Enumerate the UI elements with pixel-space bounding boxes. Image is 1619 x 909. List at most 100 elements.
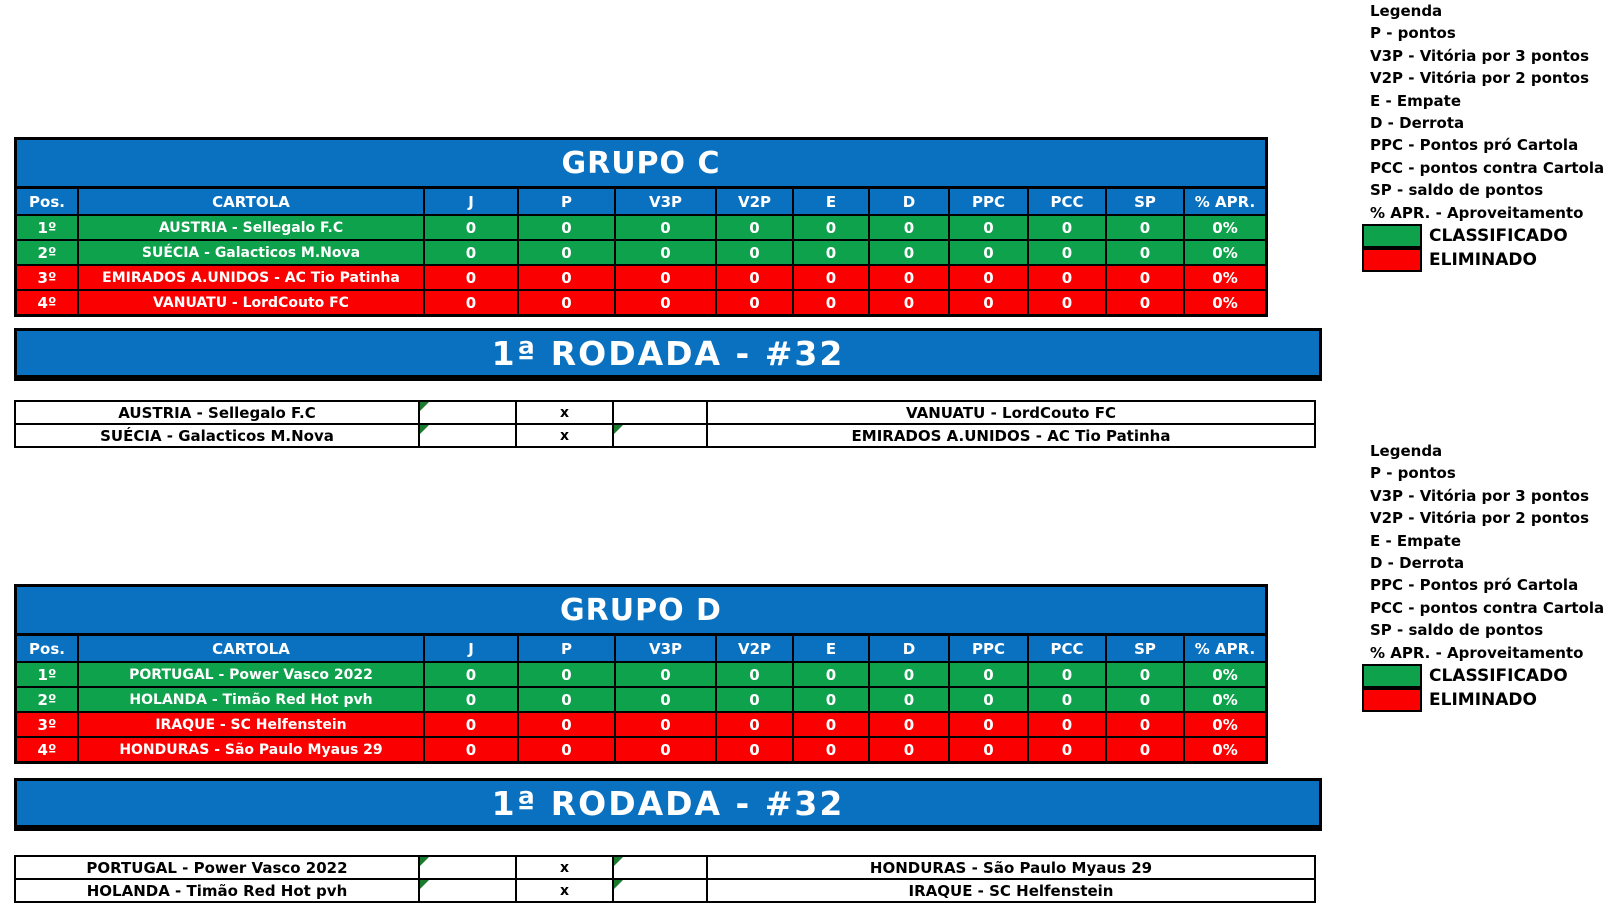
match-table: PORTUGAL - Power Vasco 2022 x HONDURAS -… [14,855,1316,903]
stat-cell: 0 [519,688,616,711]
stat-cell: 0 [950,266,1029,289]
stat-cell: 0 [1107,663,1185,686]
team-cell: EMIRADOS A.UNIDOS - AC Tio Patinha [79,266,425,289]
stat-cell: 0 [425,216,519,239]
standings-row: 4º VANUATU - LordCouto FC 0 0 0 0 0 0 0 0 0 0% [17,291,1265,314]
stat-cell: 0 [950,291,1029,314]
stat-cell: 0 [870,738,950,761]
classified-swatch [1362,664,1422,689]
away-score-cell[interactable] [614,402,708,423]
stat-cell: 0 [1029,663,1107,686]
stat-cell: 0 [950,241,1029,264]
stat-cell: 0 [870,663,950,686]
legend-classified-row: CLASSIFICADO [1362,664,1619,689]
stat-cell: 0 [1029,738,1107,761]
column-header: Pos. [17,189,79,214]
stat-cell: 0 [519,291,616,314]
column-header: J [425,189,519,214]
group-table-d: GRUPO D Pos. CARTOLA J P V3P V2P E D PPC… [14,584,1268,764]
stat-cell: 0% [1185,216,1265,239]
stat-cell: 0 [425,266,519,289]
column-header: SP [1107,189,1185,214]
match-row: HOLANDA - Timão Red Hot pvh x IRAQUE - S… [16,880,1314,901]
legend-item: PCC - pontos contra Cartola [1370,598,1605,617]
stat-cell: 0% [1185,241,1265,264]
legend-item: SP - saldo de pontos [1370,621,1544,640]
legend: Legenda P - pontos V3P - Vitória por 3 p… [1362,0,1619,273]
stat-cell: 0 [950,663,1029,686]
home-score-cell[interactable] [420,857,517,878]
home-team-cell: SUÉCIA - Galacticos M.Nova [16,425,420,446]
team-cell: PORTUGAL - Power Vasco 2022 [79,663,425,686]
stat-cell: 0 [870,291,950,314]
classified-label: CLASSIFICADO [1429,226,1568,247]
stat-cell: 0 [519,738,616,761]
legend-item: % APR. - Aproveitamento [1370,203,1584,222]
stat-cell: 0 [950,688,1029,711]
stat-cell: 0 [794,266,870,289]
stat-cell: 0 [717,241,794,264]
legend-item: E - Empate [1370,531,1461,550]
stat-cell: 0 [717,713,794,736]
column-header: CARTOLA [79,189,425,214]
stat-cell: 0 [717,688,794,711]
legend-item: SP - saldo de pontos [1370,181,1544,200]
round-banner: 1ª RODADA - #32 [14,328,1322,381]
column-header: D [870,636,950,661]
legend-title: Legenda [1370,2,1443,20]
legend-item: % APR. - Aproveitamento [1370,643,1584,662]
stat-cell: 0 [717,663,794,686]
legend-eliminated-row: ELIMINADO [1362,688,1619,713]
position-cell: 3º [17,713,79,736]
position-cell: 4º [17,291,79,314]
stat-cell: 0 [519,241,616,264]
column-header: % APR. [1185,636,1265,661]
column-header: V2P [717,636,794,661]
legend-eliminated-row: ELIMINADO [1362,248,1619,273]
column-header: SP [1107,636,1185,661]
legend-item: V2P - Vitória por 2 pontos [1370,69,1590,88]
round-title: 1ª RODADA - #32 [491,783,845,823]
match-row: AUSTRIA - Sellegalo F.C x VANUATU - Lord… [16,402,1314,425]
away-team-cell: HONDURAS - São Paulo Myaus 29 [708,857,1314,878]
legend-item: V3P - Vitória por 3 pontos [1370,486,1590,505]
stat-cell: 0 [794,738,870,761]
stat-cell: 0 [425,713,519,736]
away-score-cell[interactable] [614,857,708,878]
away-team-cell: EMIRADOS A.UNIDOS - AC Tio Patinha [708,425,1314,446]
position-cell: 2º [17,688,79,711]
home-score-cell[interactable] [420,402,517,423]
match-table: AUSTRIA - Sellegalo F.C x VANUATU - Lord… [14,400,1316,448]
group-table-c: GRUPO C Pos. CARTOLA J P V3P V2P E D PPC… [14,137,1268,317]
position-cell: 1º [17,216,79,239]
home-score-cell[interactable] [420,425,517,446]
stat-cell: 0 [870,266,950,289]
eliminated-label: ELIMINADO [1429,690,1537,711]
team-cell: VANUATU - LordCouto FC [79,291,425,314]
column-header: P [519,636,616,661]
stat-cell: 0 [1029,266,1107,289]
standings-header-row: Pos. CARTOLA J P V3P V2P E D PPC PCC SP … [17,189,1265,216]
stat-cell: 0 [519,266,616,289]
column-header: PCC [1029,636,1107,661]
stat-cell: 0 [616,663,717,686]
legend-item: P - pontos [1370,24,1456,43]
team-cell: HOLANDA - Timão Red Hot pvh [79,688,425,711]
match-x-cell: x [517,425,614,446]
match-row: PORTUGAL - Power Vasco 2022 x HONDURAS -… [16,857,1314,880]
stat-cell: 0 [1107,713,1185,736]
stat-cell: 0 [717,216,794,239]
home-score-cell[interactable] [420,880,517,901]
stat-cell: 0 [794,291,870,314]
stat-cell: 0 [870,688,950,711]
away-score-cell[interactable] [614,880,708,901]
legend-item: P - pontos [1370,464,1456,483]
away-team-cell: VANUATU - LordCouto FC [708,402,1314,423]
legend-item: PPC - Pontos pró Cartola [1370,136,1579,155]
away-score-cell[interactable] [614,425,708,446]
round-banner: 1ª RODADA - #32 [14,778,1322,831]
stat-cell: 0 [794,663,870,686]
